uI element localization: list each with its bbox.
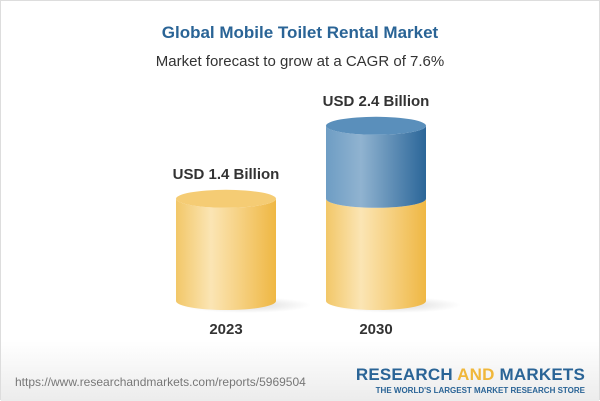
source-url[interactable]: https://www.researchandmarkets.com/repor… xyxy=(15,375,306,389)
cylinder-top-2023 xyxy=(176,189,276,208)
data-label-2023: USD 1.4 Billion xyxy=(173,166,280,183)
research-and-markets-logo: RESEARCH AND MARKETS THE WORLD'S LARGEST… xyxy=(355,365,585,395)
chart-subtitle: Market forecast to grow at a CAGR of 7.6… xyxy=(155,53,445,70)
cylinder-base-2030 xyxy=(326,198,426,310)
footer-band xyxy=(1,341,599,401)
cylinder-base-2023 xyxy=(176,198,276,310)
chart-title: Global Mobile Toilet Rental Market xyxy=(161,23,439,42)
cylinder-top-2030 xyxy=(326,116,426,135)
category-label-2023: 2023 xyxy=(209,321,242,338)
cylinder-growth-2030 xyxy=(326,125,426,208)
data-label-2030: USD 2.4 Billion xyxy=(323,93,430,110)
category-label-2030: 2030 xyxy=(359,321,392,338)
